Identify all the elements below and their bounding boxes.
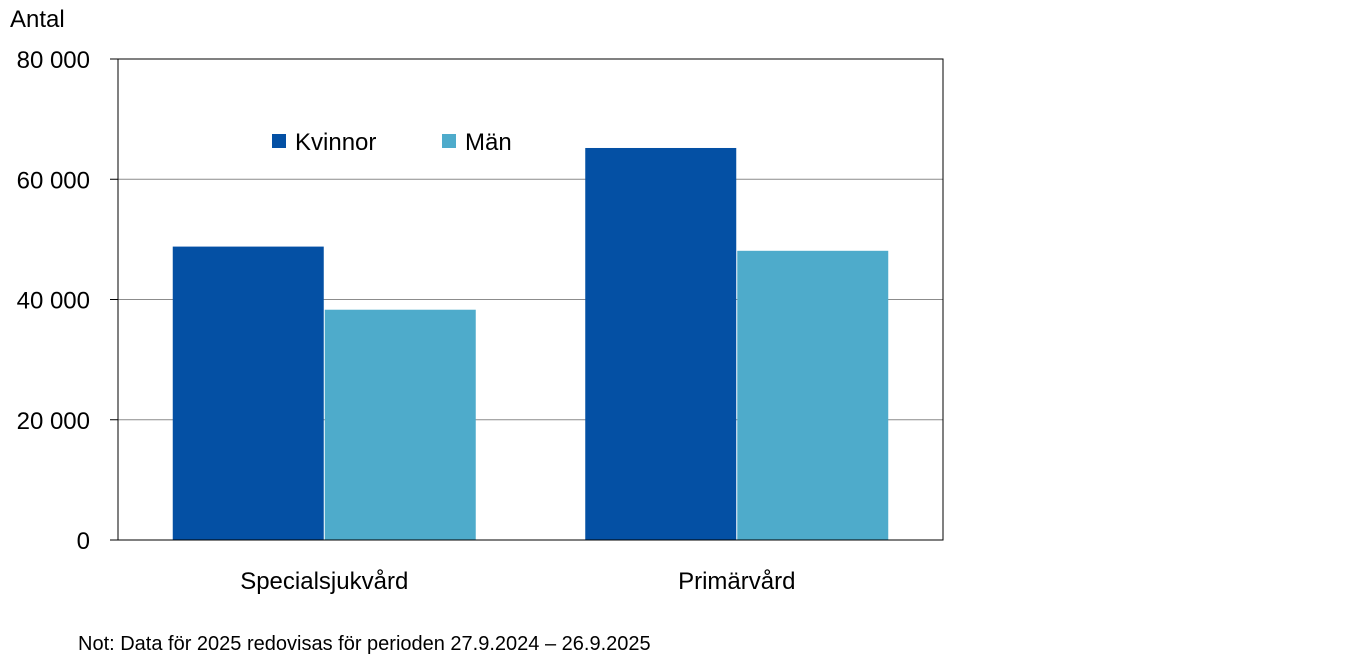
bar-kvinnor-0: [172, 246, 324, 540]
y-tick-label: 80 000: [17, 47, 90, 74]
legend-swatch: [272, 134, 286, 148]
y-axis-label: Antal: [10, 6, 65, 33]
legend-label: Män: [465, 129, 512, 156]
y-axis-ticks: 0 20 000 40 000 60 000 80 000: [17, 47, 118, 555]
x-axis-ticks: Specialsjukvård Primärvård: [240, 568, 795, 595]
y-tick-label: 60 000: [17, 167, 90, 194]
footnote: Not: Data för 2025 redovisas för periode…: [78, 633, 651, 655]
legend-swatch: [442, 134, 456, 148]
bar-m-n-1: [737, 250, 889, 540]
x-tick-label: Primärvård: [678, 568, 795, 595]
x-tick-label: Specialsjukvård: [240, 568, 408, 595]
bar-kvinnor-1: [585, 147, 737, 541]
bar-m-n-0: [324, 309, 476, 540]
y-tick-label: 0: [77, 528, 90, 555]
y-tick-label: 40 000: [17, 288, 90, 315]
bar-chart: Antal 0 20 000 40 000 60 000 80 000 Specials…: [10, 6, 944, 595]
bars: [172, 147, 889, 541]
legend-label: Kvinnor: [295, 129, 376, 156]
legend: Kvinnor Män: [272, 129, 512, 156]
y-tick-label: 20 000: [17, 408, 90, 435]
